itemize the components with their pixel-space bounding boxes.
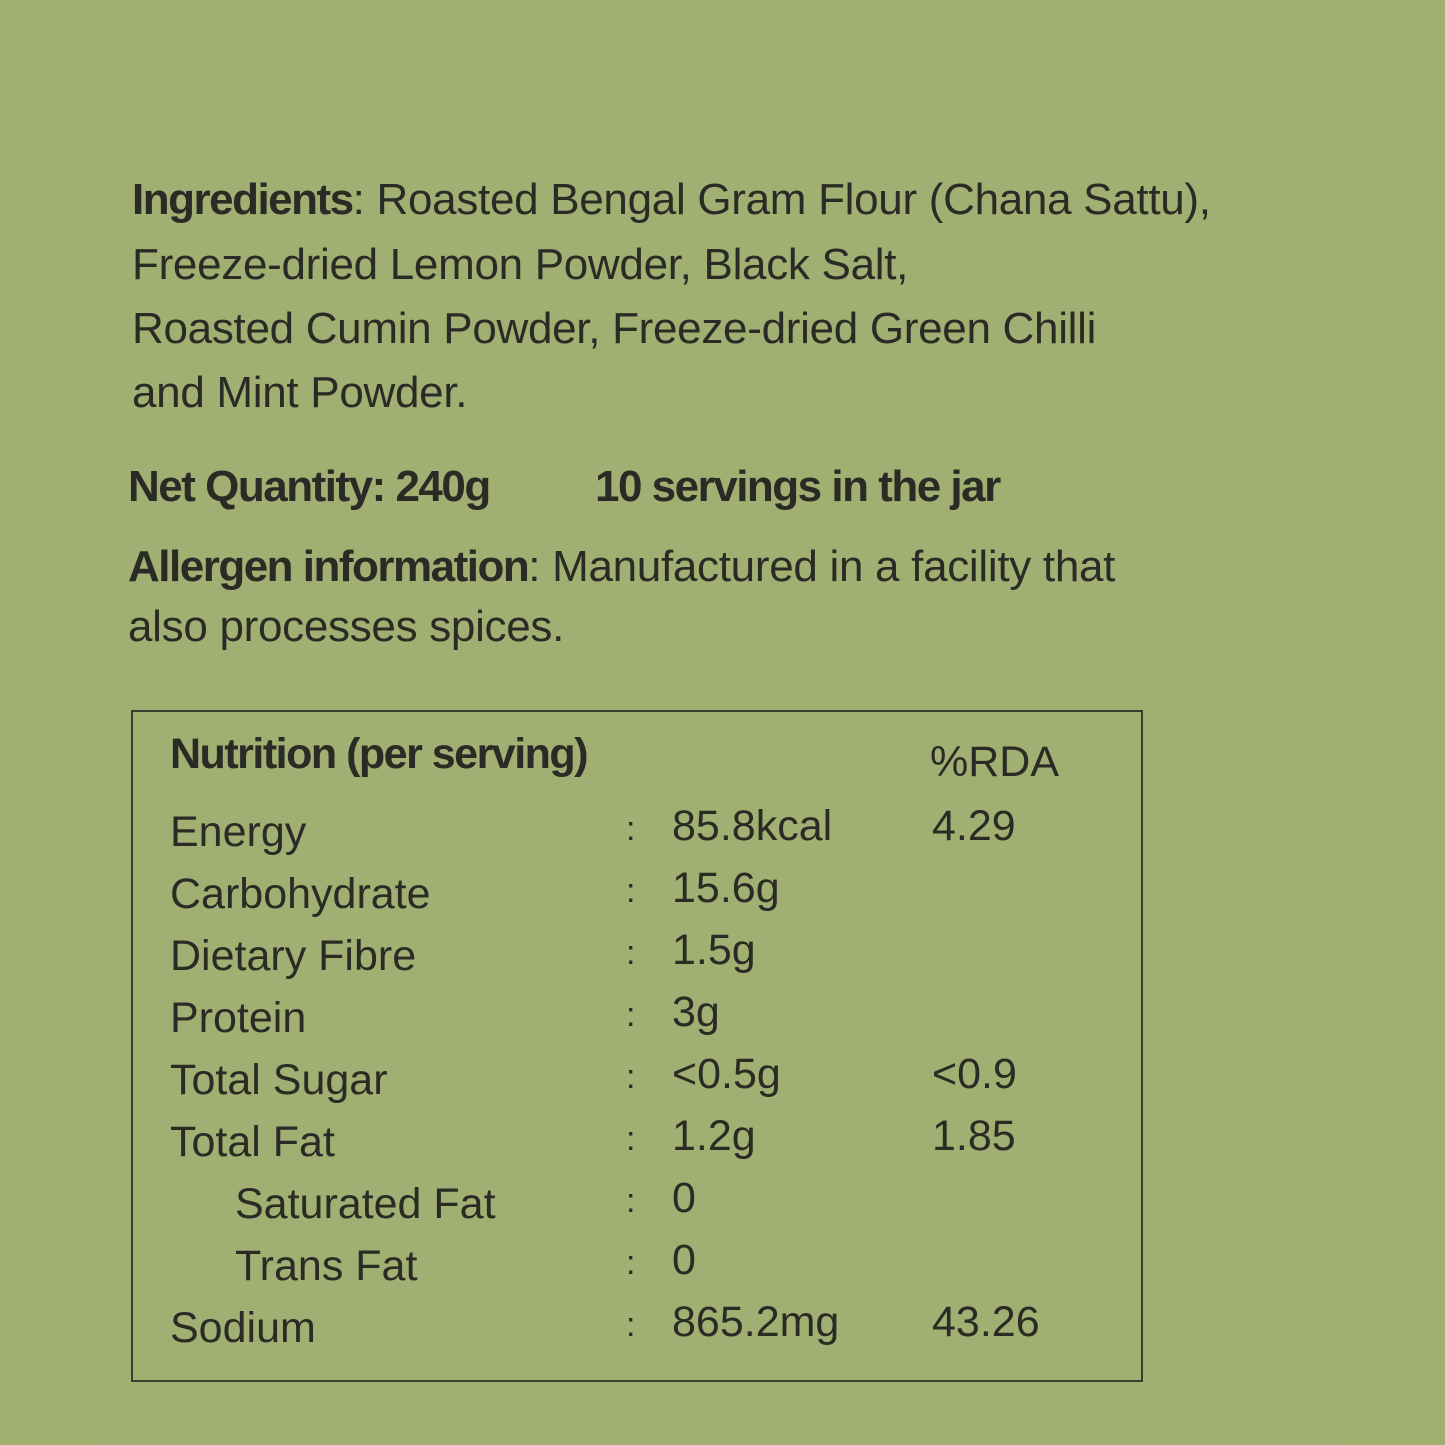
separator: : [626, 1182, 636, 1220]
nutrient-value: 0 [672, 1236, 696, 1284]
separator: : [626, 810, 636, 848]
nutrient-rda: 4.29 [932, 802, 1016, 850]
ingredients-line-1: Ingredients: Roasted Bengal Gram Flour (… [132, 175, 1211, 225]
allergen-line-2: also processes spices. [128, 602, 565, 651]
nutrient-name: Protein [170, 994, 307, 1042]
nutrient-value: 865.2mg [672, 1298, 840, 1346]
ingredients-line-3: Roasted Cumin Powder, Freeze-dried Green… [132, 304, 1097, 353]
nutrient-name: Trans Fat [235, 1242, 418, 1290]
nutrient-value: 1.5g [672, 926, 756, 974]
nutrient-name: Total Sugar [170, 1056, 388, 1104]
nutrient-name: Carbohydrate [170, 870, 431, 918]
separator: : [626, 872, 636, 910]
nutrient-name: Total Fat [170, 1118, 335, 1166]
nutrient-name: Dietary Fibre [170, 932, 417, 980]
net-quantity: Net Quantity: 240g [128, 462, 491, 512]
separator: : [626, 934, 636, 972]
net-quantity-text: Net Quantity: 240g [128, 462, 491, 511]
nutrient-rda: 43.26 [932, 1298, 1040, 1346]
ingredients-line-4: and Mint Powder. [132, 368, 468, 417]
nutrient-name: Saturated Fat [235, 1180, 496, 1228]
ingredients-line-2: Freeze-dried Lemon Powder, Black Salt, [132, 240, 909, 289]
allergen-label: Allergen information [128, 542, 530, 591]
nutrient-value: 0 [672, 1174, 696, 1222]
servings: 10 servings in the jar [595, 462, 1001, 512]
nutrition-table [131, 710, 1143, 1382]
servings-text: 10 servings in the jar [595, 462, 1001, 511]
nutrient-value: 85.8kcal [672, 802, 833, 850]
nutrient-rda: 1.85 [932, 1112, 1016, 1160]
separator: : [626, 1244, 636, 1282]
separator: : [626, 1058, 636, 1096]
nutrient-value: 1.2g [672, 1112, 756, 1160]
ingredients-text: : Roasted Bengal Gram Flour (Chana Sattu… [352, 175, 1211, 224]
nutrient-value: 3g [672, 988, 720, 1036]
nutrient-value: <0.5g [672, 1050, 781, 1098]
nutrient-rda: <0.9 [932, 1050, 1017, 1098]
nutrient-value: 15.6g [672, 864, 780, 912]
separator: : [626, 996, 636, 1034]
nutrient-name: Sodium [170, 1304, 316, 1352]
allergen-line-1: Allergen information: Manufactured in a … [128, 542, 1115, 592]
nutrient-name: Energy [170, 808, 307, 856]
rda-header: %RDA [930, 738, 1060, 786]
separator: : [626, 1306, 636, 1344]
separator: : [626, 1120, 636, 1158]
ingredients-label: Ingredients [132, 175, 354, 224]
allergen-text: : Manufactured in a facility that [528, 542, 1116, 591]
nutrition-title: Nutrition (per serving) [170, 730, 589, 778]
